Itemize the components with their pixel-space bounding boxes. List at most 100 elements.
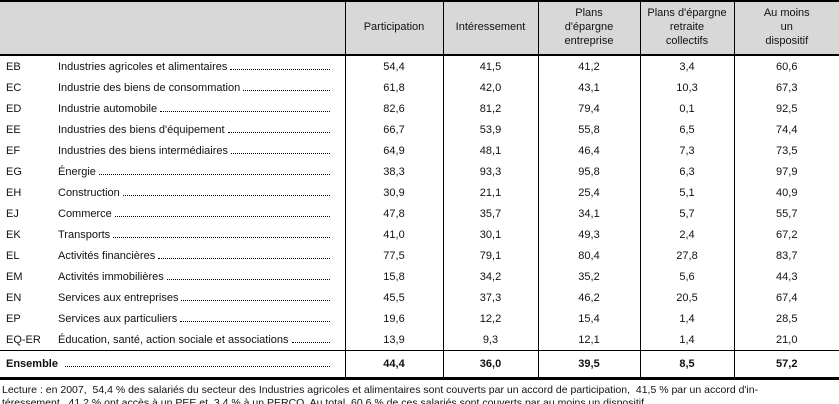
header-row: Participation Intéressement Plans d'épar…: [0, 1, 839, 56]
data-cell: 46,2: [537, 287, 640, 308]
lecture-note-line2: téressement, 41,2 % ont accès à un PEE e…: [2, 396, 647, 404]
dot-leader: [181, 299, 330, 301]
data-cell: 13,9: [344, 329, 443, 351]
data-cell: 66,7: [344, 119, 443, 140]
data-cell: 43,1: [537, 77, 640, 98]
table-total-body: Ensemble 44,4 36,0 39,5 8,5 57,2: [0, 350, 839, 379]
data-cell: 45,5: [344, 287, 443, 308]
sector-label-cell: EM Activités immobilières: [0, 266, 345, 287]
data-cell: 12,1: [537, 329, 640, 351]
data-cell: 15,8: [344, 266, 443, 287]
data-cell: 73,5: [733, 140, 839, 161]
sector-label-cell: ED Industrie automobile: [0, 98, 345, 119]
data-cell: 53,9: [442, 119, 538, 140]
data-cell: 15,4: [537, 308, 640, 329]
sector-name: Industrie des biens de consommation: [58, 81, 241, 94]
data-cell: 41,0: [344, 224, 443, 245]
dot-leader: [166, 278, 330, 280]
table-header: Participation Intéressement Plans d'épar…: [0, 1, 839, 56]
data-cell: 44,3: [733, 266, 839, 287]
sector-code: EC: [6, 81, 22, 94]
sector-code: EP: [6, 312, 21, 325]
dot-leader: [160, 110, 330, 112]
dot-leader: [114, 215, 330, 217]
data-cell: 5,6: [639, 266, 734, 287]
total-value-interessement: 36,0: [442, 350, 538, 379]
column-header-pee: Plans d'épargne entreprise: [537, 1, 640, 56]
data-cell: 61,8: [344, 77, 443, 98]
data-cell: 49,3: [537, 224, 640, 245]
table-row: EM Activités immobilières 15,8 34,2 35,2 5,6 4…: [0, 266, 839, 287]
table-row: EN Services aux entreprises 45,5 37,3 46,2 20…: [0, 287, 839, 308]
data-cell: 34,1: [537, 203, 640, 224]
table-row: EH Construction 30,9 21,1 25,4 5,1 40,9: [0, 182, 839, 203]
data-cell: 67,4: [733, 287, 839, 308]
data-cell: 41,2: [537, 55, 640, 77]
data-cell: 6,3: [639, 161, 734, 182]
data-cell: 0,1: [639, 98, 734, 119]
sector-name: Services aux entreprises: [58, 291, 179, 304]
sector-code: EL: [6, 249, 20, 262]
table-row: EP Services aux particuliers 19,6 12,2 15,4 1…: [0, 308, 839, 329]
header-sector-blank: [0, 1, 345, 56]
table-row: EE Industries des biens d'équipement 66,7 5…: [0, 119, 839, 140]
data-cell: 10,3: [639, 77, 734, 98]
sector-label-cell: EJ Commerce: [0, 203, 345, 224]
total-row: Ensemble 44,4 36,0 39,5 8,5 57,2: [0, 350, 839, 379]
sector-name: Éducation, santé, action sociale et asso…: [58, 333, 289, 346]
data-cell: 83,7: [733, 245, 839, 266]
data-cell: 30,9: [344, 182, 443, 203]
sector-name: Industries des biens d'équipement: [58, 123, 225, 136]
sector-name: Activités financières: [58, 249, 156, 262]
sector-name: Industries agricoles et alimentaires: [58, 60, 228, 73]
column-header-participation: Participation: [344, 1, 443, 56]
data-cell: 1,4: [639, 329, 734, 351]
lecture-note-line1: Lecture : en 2007, 54,4 % des salariés d…: [2, 384, 759, 396]
dot-leader: [243, 89, 330, 91]
data-cell: 48,1: [442, 140, 538, 161]
data-cell: 20,5: [639, 287, 734, 308]
dot-leader: [122, 194, 330, 196]
sector-name: Construction: [58, 186, 120, 199]
table-body: EB Industries agricoles et alimentaires 54…: [0, 55, 839, 351]
sector-name: Industries des biens intermédiaires: [58, 144, 228, 157]
sector-label-cell: EK Transports: [0, 224, 345, 245]
sector-code: ED: [6, 102, 22, 115]
table-footnotes: Lecture : en 2007, 54,4 % des salariés d…: [0, 380, 839, 404]
data-cell: 42,0: [442, 77, 538, 98]
sector-code: EN: [6, 291, 22, 304]
data-cell: 30,1: [442, 224, 538, 245]
dot-leader: [180, 320, 330, 322]
table-row: EB Industries agricoles et alimentaires 54…: [0, 55, 839, 77]
dot-leader: [227, 131, 330, 133]
table-row: EC Industrie des biens de consommation 61,…: [0, 77, 839, 98]
data-cell: 79,1: [442, 245, 538, 266]
data-cell: 64,9: [344, 140, 443, 161]
total-value-perco: 8,5: [639, 350, 734, 379]
data-cell: 12,2: [442, 308, 538, 329]
sector-name: Industrie automobile: [58, 102, 158, 115]
sector-name: Commerce: [58, 207, 112, 220]
data-cell: 21,1: [442, 182, 538, 203]
sector-label-cell: EF Industries des biens intermédiaires: [0, 140, 345, 161]
table-row: EK Transports 41,0 30,1 49,3 2,4 67,2: [0, 224, 839, 245]
dot-leader: [230, 152, 330, 154]
sector-code: EB: [6, 60, 21, 73]
data-cell: 46,4: [537, 140, 640, 161]
data-cell: 60,6: [733, 55, 839, 77]
sector-label-cell: EN Services aux entreprises: [0, 287, 345, 308]
statistics-table: Participation Intéressement Plans d'épar…: [0, 0, 839, 380]
data-cell: 97,9: [733, 161, 839, 182]
table-row: EG Énergie 38,3 93,3 95,8 6,3 97,9: [0, 161, 839, 182]
sector-code: EF: [6, 144, 21, 157]
data-cell: 1,4: [639, 308, 734, 329]
dot-leader: [64, 366, 330, 367]
sector-label-cell: EG Énergie: [0, 161, 345, 182]
total-label: Ensemble: [6, 358, 58, 370]
sector-code: EE: [6, 123, 21, 136]
data-cell: 19,6: [344, 308, 443, 329]
dot-leader: [291, 341, 330, 343]
table-row: ED Industrie automobile 82,6 81,2 79,4 0,1 92,…: [0, 98, 839, 119]
data-cell: 27,8: [639, 245, 734, 266]
